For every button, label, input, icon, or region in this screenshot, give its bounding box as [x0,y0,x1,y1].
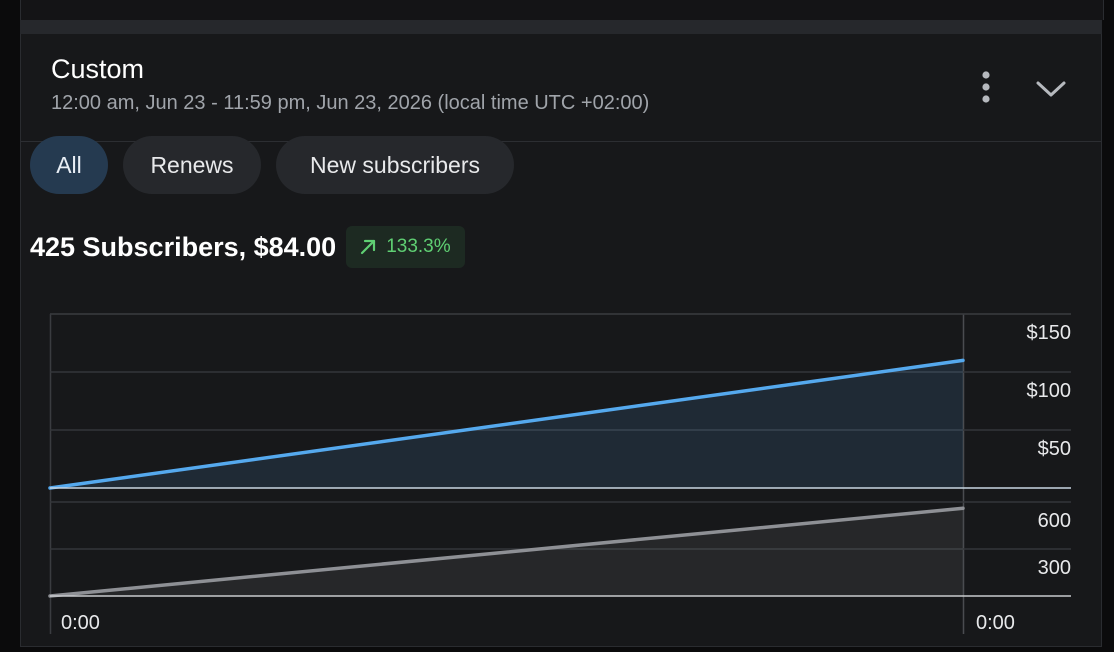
arrow-up-right-icon [361,239,376,255]
tab-all[interactable]: All [30,136,108,194]
tab-new-subscribers[interactable]: New subscribers [276,136,514,194]
delta-badge: 133.3% [346,226,465,268]
chevron-down-icon[interactable] [1031,72,1071,106]
summary-total: 425 Subscribers, $84.00 [30,231,337,262]
period-title: Custom [51,54,145,84]
filter-tabs: All Renews New subscribers [30,136,514,194]
tab-renews[interactable]: Renews [123,136,261,194]
delta-value: 133.3% [386,236,451,257]
period-range: 12:00 am, Jun 23 - 11:59 pm, Jun 23, 202… [51,92,650,114]
previous-card-edge [20,0,1104,20]
more-vertical-icon[interactable] [971,70,1001,106]
analytics-card: Custom 12:00 am, Jun 23 - 11:59 pm, Jun … [20,34,1102,647]
summary-row: 425 Subscribers, $84.00 133.3% [30,226,465,268]
section-divider [20,20,1102,34]
card-header[interactable]: Custom 12:00 am, Jun 23 - 11:59 pm, Jun … [21,34,1101,142]
